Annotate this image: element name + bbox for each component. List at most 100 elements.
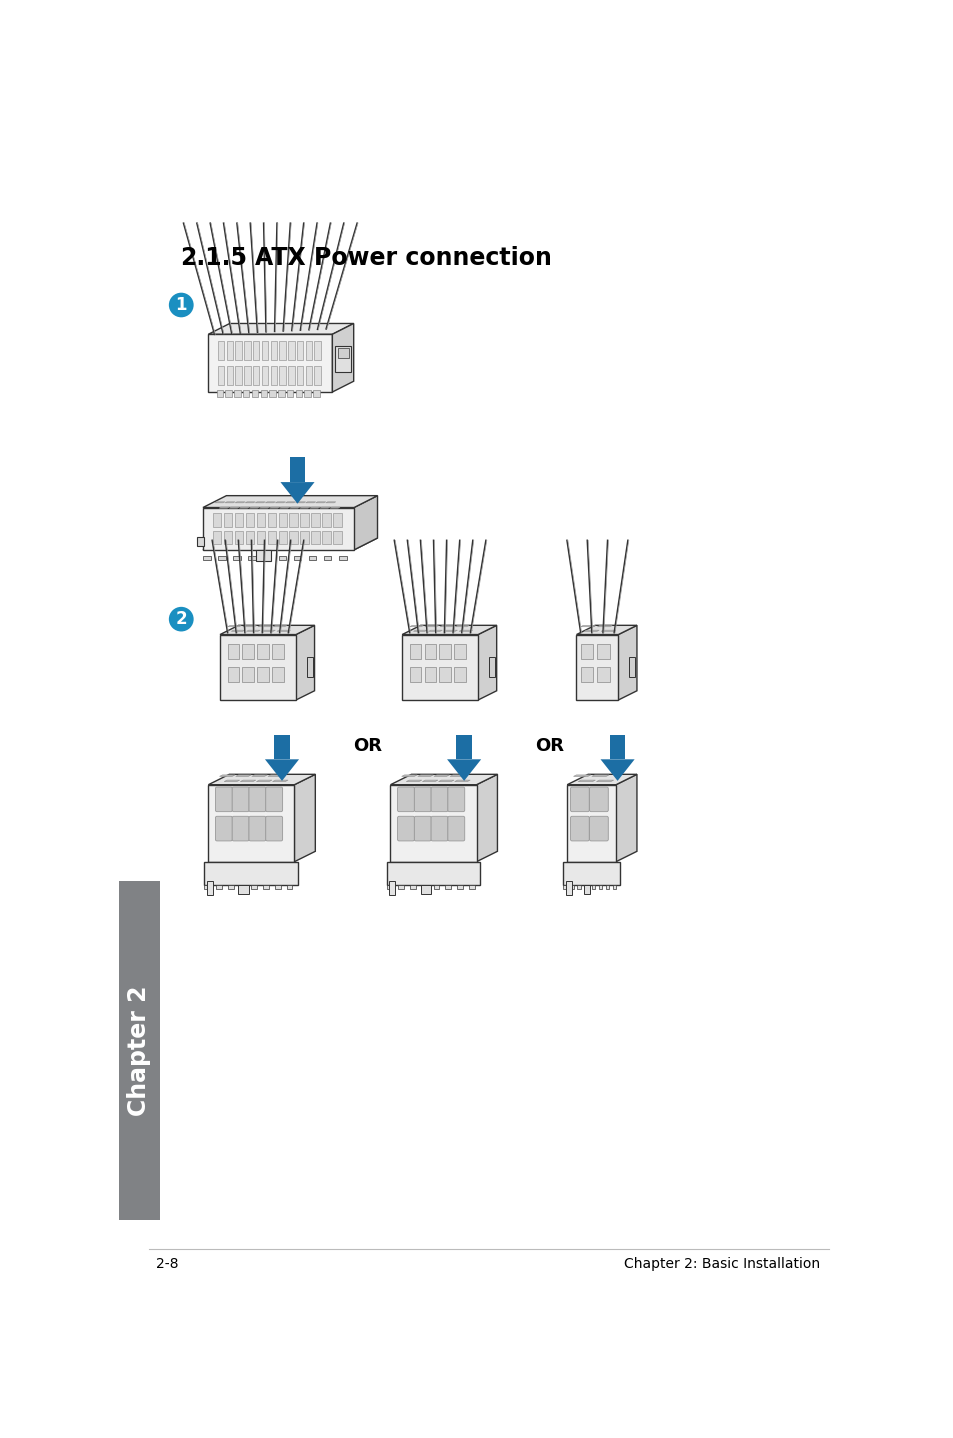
Polygon shape	[576, 626, 637, 634]
Polygon shape	[280, 482, 314, 503]
Bar	[296, 367, 303, 384]
Bar	[424, 644, 436, 659]
FancyBboxPatch shape	[589, 787, 608, 811]
Text: 2.1.5: 2.1.5	[179, 246, 247, 270]
Polygon shape	[447, 759, 480, 781]
Bar	[196, 538, 204, 545]
Bar	[295, 391, 302, 397]
FancyBboxPatch shape	[397, 787, 414, 811]
Bar	[216, 884, 222, 889]
Bar	[269, 391, 275, 397]
Bar	[398, 884, 404, 889]
FancyBboxPatch shape	[232, 787, 249, 811]
Bar	[311, 531, 319, 544]
Bar	[305, 341, 312, 360]
Bar	[228, 644, 239, 659]
Bar	[338, 557, 346, 559]
Polygon shape	[434, 775, 449, 777]
Polygon shape	[422, 781, 437, 782]
Bar	[580, 667, 593, 682]
FancyBboxPatch shape	[397, 817, 414, 841]
Bar	[255, 549, 271, 561]
Bar	[228, 884, 233, 889]
Polygon shape	[294, 774, 315, 861]
Bar	[421, 884, 427, 889]
Bar	[445, 884, 451, 889]
Bar	[217, 367, 224, 384]
FancyBboxPatch shape	[215, 787, 232, 811]
Bar	[577, 884, 580, 889]
Polygon shape	[208, 324, 354, 334]
Bar	[233, 557, 240, 559]
Bar	[227, 367, 233, 384]
Bar	[242, 644, 253, 659]
Bar	[261, 367, 268, 384]
Polygon shape	[578, 781, 595, 782]
Bar	[253, 341, 259, 360]
Bar	[272, 667, 283, 682]
Bar	[323, 557, 331, 559]
Bar	[279, 341, 286, 360]
Bar	[243, 391, 249, 397]
Bar	[289, 512, 297, 528]
Text: ATX Power connection: ATX Power connection	[254, 246, 551, 270]
Bar	[228, 667, 239, 682]
Bar	[272, 644, 283, 659]
Polygon shape	[220, 626, 314, 634]
Bar	[288, 341, 294, 360]
Bar	[271, 367, 276, 384]
Bar	[333, 531, 341, 544]
Bar	[289, 531, 297, 544]
Bar	[263, 557, 271, 559]
Bar	[565, 881, 571, 894]
Bar	[216, 391, 223, 397]
Bar	[562, 884, 566, 889]
Bar	[288, 367, 294, 384]
Polygon shape	[476, 774, 497, 861]
Bar	[267, 531, 276, 544]
Bar	[204, 884, 211, 889]
FancyBboxPatch shape	[414, 787, 431, 811]
Polygon shape	[456, 735, 472, 759]
Polygon shape	[256, 781, 272, 782]
Bar	[629, 657, 635, 677]
Polygon shape	[332, 324, 354, 393]
Bar	[420, 884, 431, 894]
FancyBboxPatch shape	[215, 817, 232, 841]
Polygon shape	[450, 775, 465, 777]
Polygon shape	[402, 626, 497, 634]
Polygon shape	[591, 775, 608, 777]
Polygon shape	[220, 634, 295, 700]
Polygon shape	[609, 735, 624, 759]
Bar	[456, 884, 462, 889]
Polygon shape	[417, 775, 433, 777]
Bar	[286, 884, 293, 889]
FancyBboxPatch shape	[232, 817, 249, 841]
Polygon shape	[295, 626, 314, 700]
Bar	[256, 512, 265, 528]
Bar	[263, 884, 269, 889]
Bar	[257, 667, 269, 682]
Polygon shape	[268, 775, 283, 777]
Bar	[244, 367, 251, 384]
Bar	[454, 644, 465, 659]
Bar	[314, 341, 320, 360]
Polygon shape	[252, 775, 267, 777]
Bar	[119, 881, 159, 1219]
Bar	[233, 391, 240, 397]
Circle shape	[169, 293, 193, 318]
Bar	[583, 884, 590, 894]
Bar	[203, 557, 211, 559]
Polygon shape	[203, 496, 377, 508]
Polygon shape	[390, 785, 476, 861]
Bar	[244, 341, 251, 360]
Text: Chapter 2: Chapter 2	[128, 985, 152, 1116]
Polygon shape	[406, 781, 421, 782]
Polygon shape	[573, 775, 590, 777]
Bar	[386, 884, 392, 889]
Polygon shape	[596, 781, 613, 782]
Bar	[271, 341, 276, 360]
Polygon shape	[204, 861, 298, 884]
Bar	[598, 884, 601, 889]
Bar	[256, 531, 265, 544]
